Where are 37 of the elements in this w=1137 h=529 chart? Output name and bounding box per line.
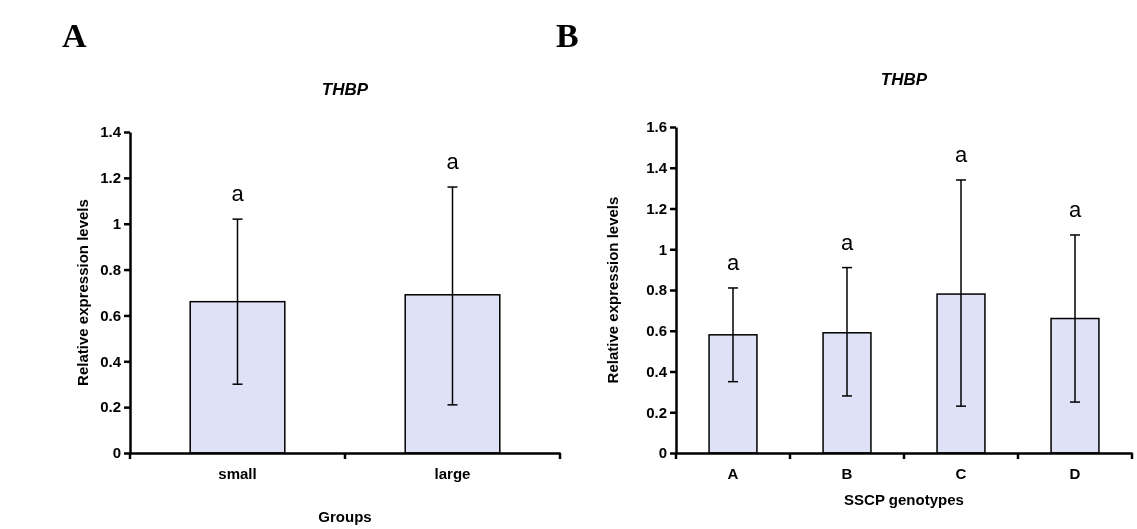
x-tick-label: D: [1069, 464, 1081, 482]
y-tick-label: 0.6: [100, 306, 121, 324]
x-tick-label: large: [434, 464, 471, 482]
y-axis-title: Relative expression levels: [604, 196, 621, 384]
annotation: a: [726, 249, 740, 275]
y-axis-title: Relative expression levels: [74, 199, 91, 386]
x-tick-label: small: [218, 464, 257, 482]
y-tick-label: 0.8: [100, 260, 121, 278]
y-tick-label: 1.4: [646, 159, 668, 177]
y-tick-label: 1: [658, 240, 667, 258]
y-tick-label: 1.2: [646, 199, 667, 217]
y-tick-label: 0.4: [100, 352, 122, 370]
annotation: a: [840, 229, 854, 255]
chart-title: THBP: [880, 70, 928, 89]
y-tick-label: 1.4: [100, 123, 122, 141]
y-tick-label: 0.8: [646, 281, 667, 299]
y-tick-label: 0: [658, 444, 667, 462]
y-tick-label: 1: [112, 215, 121, 233]
x-tick-label: A: [727, 464, 739, 482]
chart-title: THBP: [321, 80, 369, 99]
annotation: a: [954, 141, 968, 167]
x-tick-label: C: [955, 464, 967, 482]
y-tick-label: 1.2: [100, 169, 121, 187]
y-tick-label: 0.2: [646, 403, 667, 421]
annotation: a: [1068, 196, 1082, 222]
x-axis-title: SSCP genotypes: [844, 491, 964, 508]
y-tick-label: 0.2: [100, 398, 121, 416]
y-tick-label: 0.6: [646, 322, 667, 340]
text: A: [62, 17, 87, 54]
x-axis-title: Groups: [318, 508, 372, 525]
text: B: [556, 17, 579, 54]
y-tick-label: 1.6: [646, 118, 667, 136]
annotation: a: [446, 149, 460, 175]
x-tick-label: B: [841, 464, 853, 482]
y-tick-label: 0.4: [646, 362, 668, 380]
annotation: a: [231, 181, 245, 207]
y-tick-label: 0: [112, 444, 121, 462]
